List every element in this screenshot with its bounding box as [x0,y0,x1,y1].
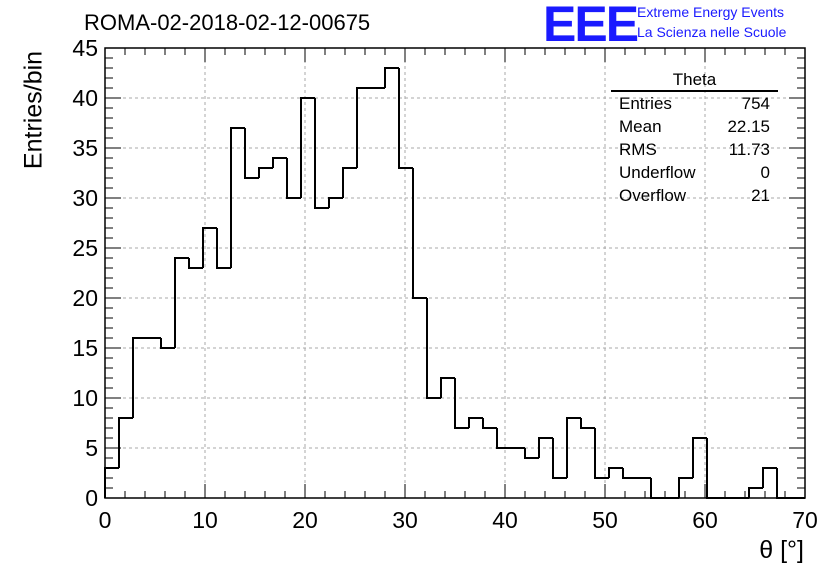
stats-row-entries: Entries 754 [611,92,778,115]
x-tick-label: 0 [99,507,112,533]
histogram-bin [496,428,511,449]
histogram-bin [104,467,119,498]
histogram-bin [398,68,413,169]
histogram-bin [272,157,287,168]
stats-row-rms: RMS 11.73 [611,138,778,161]
histogram-bin [258,167,273,178]
histogram-bin [328,197,343,208]
logo-caption-line1: Extreme Energy Events [637,4,785,20]
histogram-bin [160,338,175,349]
chart-title: ROMA-02-2018-02-12-00675 [84,10,371,35]
stats-label: Underflow [619,163,696,182]
histogram-bin [454,378,469,429]
histogram-bin [216,228,231,269]
y-tick-label: 20 [72,285,98,311]
histogram-bin [594,428,609,479]
x-tick-label: 60 [692,507,718,533]
x-axis-label: θ [°] [759,536,804,564]
y-axis-label: Entries/bin [19,50,48,170]
x-tick-label: 10 [192,507,218,533]
stats-box-title: Theta [611,70,778,92]
histogram-bin [342,167,357,198]
stats-value: 21 [751,186,770,205]
y-tick-label: 35 [72,135,98,161]
histogram-bin [762,467,777,488]
y-tick-label: 5 [85,435,98,461]
histogram-bin [412,168,427,299]
histogram-bin [524,448,539,459]
histogram-bin [552,438,567,479]
x-tick-label: 30 [392,507,418,533]
x-tick-label: 50 [592,507,618,533]
stats-value: 22.15 [727,117,770,136]
histogram-bin [244,128,259,179]
stats-value: 754 [741,94,770,113]
histogram-bin [580,418,595,429]
histogram-bin [356,87,371,168]
y-tick-label: 25 [72,235,98,261]
histogram-bin [230,127,245,268]
histogram-bin [384,67,399,88]
histogram-bin [650,478,665,499]
x-tick-label: 70 [792,507,818,533]
histogram-bin [692,437,707,478]
y-tick-label: 15 [72,335,98,361]
x-tick-label: 20 [292,507,318,533]
stats-label: RMS [619,140,657,159]
stats-label: Overflow [619,186,687,205]
logo-caption-line2: La Scienza nelle Scuole [637,24,787,40]
histogram-bin [538,437,553,458]
histogram-bin [188,258,203,269]
histogram-bin [482,418,497,429]
stats-label: Mean [619,117,662,136]
histogram-bin [608,467,623,478]
y-tick-label: 40 [72,85,98,111]
stats-row-overflow: Overflow 21 [611,184,778,207]
y-tick-label: 0 [85,485,98,511]
stats-value: 11.73 [728,140,770,159]
histogram-bin [566,417,581,478]
histogram-bin [202,227,217,268]
histogram-bin [174,257,189,348]
histogram-bin [776,468,791,499]
histogram-bin [426,298,441,399]
histogram-bin [132,337,147,418]
eee-logo: EEE [543,0,639,52]
stats-box: Theta Entries 754 Mean 22.15 RMS 11.73 U… [611,70,778,207]
histogram-bin [286,158,301,199]
x-tick-label: 40 [492,507,518,533]
stats-row-underflow: Underflow 0 [611,161,778,184]
histogram-bin [468,417,483,428]
plot-frame [104,47,806,499]
histogram-bin [678,477,693,498]
histogram-bin [300,97,315,198]
y-tick-label: 10 [72,385,98,411]
histogram-bin [440,377,455,398]
stats-value: 0 [760,163,770,182]
y-tick-label: 30 [72,185,98,211]
histogram-bin [118,417,133,468]
histogram-bin [706,438,721,499]
histogram-bin [314,98,329,209]
histogram-bin [748,487,763,498]
stats-row-mean: Mean 22.15 [611,115,778,138]
stats-label: Entries [619,94,672,113]
y-tick-label: 45 [72,35,98,61]
histogram-bin [622,468,637,479]
